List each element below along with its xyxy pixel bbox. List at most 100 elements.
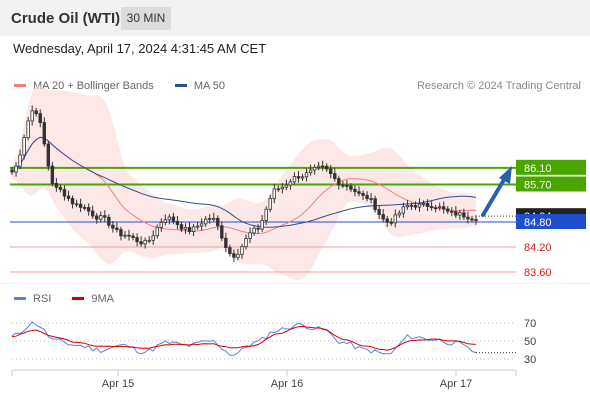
candle-body xyxy=(171,216,176,222)
credit-text: Research © 2024 Trading Central xyxy=(416,80,581,92)
candle xyxy=(107,214,111,229)
candle-body xyxy=(369,198,373,200)
candle-body xyxy=(10,169,14,173)
candle xyxy=(103,210,107,222)
candle xyxy=(62,185,67,201)
candle-body xyxy=(175,220,180,225)
candle-body xyxy=(272,188,276,200)
candle xyxy=(268,194,272,213)
level-label-86.10: 86.10 xyxy=(524,163,552,175)
candle-body xyxy=(337,178,341,186)
candle xyxy=(333,168,337,182)
candle-body xyxy=(312,166,317,171)
candle-body xyxy=(280,186,285,190)
candle-body xyxy=(413,205,418,208)
candle xyxy=(99,211,103,223)
candle xyxy=(458,209,462,220)
level-label-84.80: 84.80 xyxy=(524,217,552,229)
candle xyxy=(42,117,46,147)
panel-divider xyxy=(0,283,590,284)
level-label-84.80-bg xyxy=(516,213,586,229)
candle xyxy=(220,221,224,242)
candle-body xyxy=(405,204,410,208)
candle xyxy=(405,199,410,210)
candle xyxy=(316,161,321,171)
candle xyxy=(54,177,59,192)
candle xyxy=(397,210,402,218)
candle-body xyxy=(264,208,268,221)
ma50-line xyxy=(11,136,477,228)
candle-body xyxy=(38,113,42,123)
candle-body xyxy=(155,226,159,237)
candle-body xyxy=(163,219,168,223)
rsi-ma9-line xyxy=(11,325,477,351)
level-label-85.70-bg xyxy=(516,176,586,192)
candle-body xyxy=(216,217,220,227)
candle-body xyxy=(260,220,264,230)
candle-body xyxy=(22,137,26,156)
candle-body xyxy=(458,212,462,216)
candle-body xyxy=(421,202,426,205)
candle-body xyxy=(183,227,188,230)
candle xyxy=(450,207,454,217)
candle xyxy=(353,185,357,197)
candle-body xyxy=(54,182,59,188)
candle-body xyxy=(232,253,236,258)
candle xyxy=(341,180,345,189)
candle-body xyxy=(433,207,438,210)
candle-body xyxy=(442,206,446,210)
candle-body xyxy=(466,216,470,220)
candle-body xyxy=(131,235,135,238)
legend-ma-bb-swatch xyxy=(14,83,26,87)
candle-body xyxy=(50,165,55,184)
level-label-84.20: 84.20 xyxy=(524,242,552,254)
candle xyxy=(381,209,385,222)
candle-body xyxy=(143,239,147,245)
rsi-legend: RSI 9MA xyxy=(14,293,132,305)
candle xyxy=(115,222,119,233)
candle-body xyxy=(325,165,329,170)
candle xyxy=(433,204,438,213)
candle-body xyxy=(316,165,321,168)
candle xyxy=(280,183,285,194)
candle xyxy=(18,149,22,170)
candle-body xyxy=(26,120,30,138)
candle xyxy=(446,206,450,215)
candle-body xyxy=(300,176,305,179)
candle-body xyxy=(127,234,131,237)
candle-body xyxy=(284,184,289,188)
candle xyxy=(345,179,349,191)
candle xyxy=(240,243,244,259)
candle-body xyxy=(46,143,51,167)
candle xyxy=(58,184,63,193)
candle xyxy=(155,224,159,239)
candle xyxy=(86,203,91,216)
candle-body xyxy=(208,218,212,220)
candle xyxy=(329,164,333,179)
main-legend: MA 20 + Bollinger Bands MA 50 xyxy=(14,80,243,92)
candle xyxy=(143,237,147,249)
candle-body xyxy=(135,237,139,243)
level-label-85.70: 85.70 xyxy=(524,179,552,191)
candle xyxy=(119,226,123,241)
candle xyxy=(276,185,280,192)
candle xyxy=(50,161,55,187)
candle xyxy=(131,233,135,241)
candle-body xyxy=(103,215,107,218)
candle xyxy=(409,202,414,211)
candle-body xyxy=(429,206,434,209)
candle-body xyxy=(30,110,34,122)
candle xyxy=(167,214,172,225)
candle-body xyxy=(341,184,345,187)
candle-body xyxy=(90,210,95,217)
candle-body xyxy=(74,203,79,206)
candle xyxy=(95,213,99,224)
legend-ma-bb: MA 20 + Bollinger Bands xyxy=(14,80,154,92)
timeframe-button[interactable]: 30 MIN xyxy=(121,7,171,30)
candle xyxy=(357,186,361,197)
candle-body xyxy=(320,165,325,168)
candle-body xyxy=(195,225,200,228)
candle-body xyxy=(470,218,474,221)
candle xyxy=(466,211,470,224)
candle-body xyxy=(357,191,361,194)
